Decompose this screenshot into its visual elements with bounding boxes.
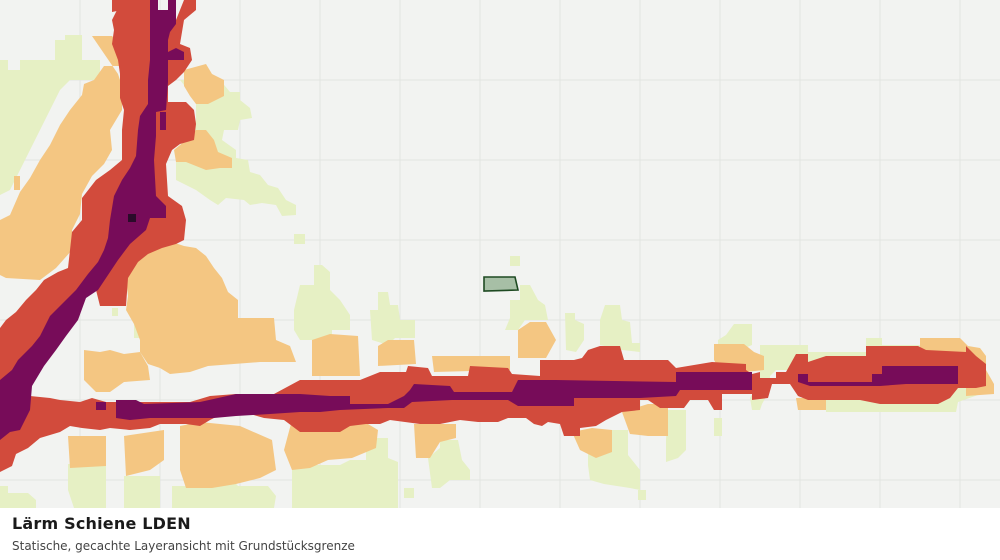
parcel-boundary[interactable] xyxy=(483,276,519,292)
map-caption: Lärm Schiene LDEN Statische, gecachte La… xyxy=(0,508,1000,560)
noise-map xyxy=(0,0,1000,508)
noise-band-very-high xyxy=(0,0,958,440)
map-title: Lärm Schiene LDEN xyxy=(12,514,191,533)
noise-band-high xyxy=(0,0,986,472)
noise-band-low xyxy=(0,36,994,488)
noise-band-highest xyxy=(128,214,136,222)
map-canvas xyxy=(0,0,1000,508)
map-subtitle: Statische, gecachte Layeransicht mit Gru… xyxy=(12,539,355,553)
